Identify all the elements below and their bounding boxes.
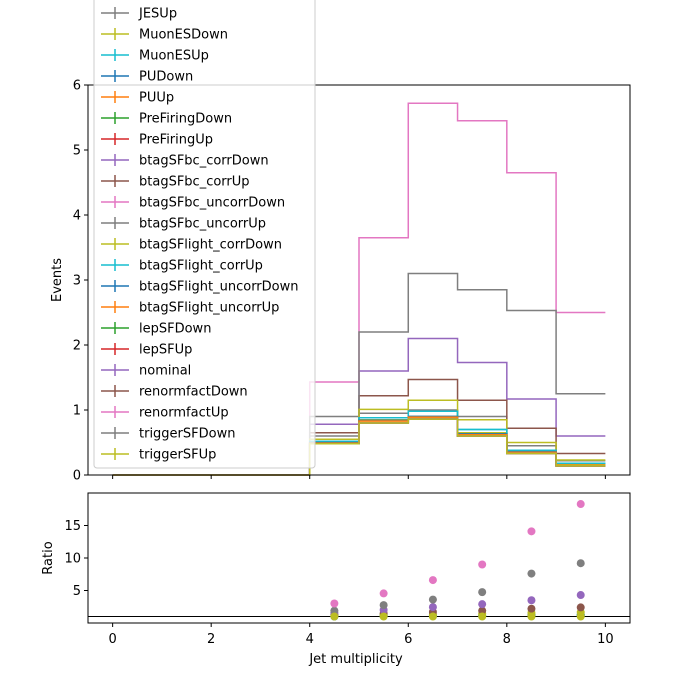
ratio-point bbox=[576, 591, 585, 600]
legend-label: btagSFlight_uncorrUp bbox=[139, 301, 279, 316]
legend-item: PreFiringUp bbox=[101, 133, 213, 148]
ratio-point bbox=[478, 588, 487, 597]
x-tick-label: 8 bbox=[503, 632, 511, 647]
legend-label: renormfactUp bbox=[139, 406, 229, 421]
legend-item: renormfactDown bbox=[101, 385, 248, 400]
legend-item: MuonESDown bbox=[101, 28, 228, 43]
legend-label: triggerSFUp bbox=[139, 448, 216, 463]
ratio-point bbox=[379, 612, 388, 621]
ratio-point bbox=[428, 612, 437, 621]
legend-item: triggerSFUp bbox=[101, 448, 216, 463]
legend-item: btagSFbc_corrDown bbox=[101, 154, 269, 169]
legend-items: JESUp MuonESDown MuonESUp PUDown PUUp PreFiri… bbox=[101, 7, 299, 463]
legend-label: btagSFbc_corrDown bbox=[139, 154, 269, 169]
main-y-tick-label: 1 bbox=[73, 404, 81, 419]
legend-label: renormfactDown bbox=[139, 385, 248, 400]
legend-label: JESUp bbox=[138, 7, 177, 22]
main-x-ticks bbox=[112, 475, 606, 479]
ratio-point bbox=[527, 569, 536, 578]
legend-item: nominal bbox=[101, 364, 191, 379]
legend-label: MuonESUp bbox=[139, 49, 209, 64]
legend-item: lepSFUp bbox=[101, 343, 192, 358]
main-y-tick-label: 2 bbox=[73, 339, 81, 354]
legend-label: nominal bbox=[139, 364, 191, 379]
ratio-point bbox=[478, 560, 487, 569]
x-tick-label: 0 bbox=[108, 632, 116, 647]
legend-item: MuonESUp bbox=[101, 49, 209, 64]
main-y-tick-label: 0 bbox=[73, 469, 81, 484]
ratio-point bbox=[330, 599, 339, 608]
ratio-point bbox=[576, 612, 585, 621]
ratio-y-tick-label: 5 bbox=[73, 584, 81, 599]
main-y-ticks: 0 1 2 3 4 5 6 bbox=[73, 79, 88, 484]
legend-label: PUUp bbox=[139, 91, 174, 106]
ratio-y-tick-label: 15 bbox=[64, 519, 81, 534]
ratio-point bbox=[330, 612, 339, 621]
legend-label: PUDown bbox=[139, 70, 193, 85]
legend-label: btagSFbc_uncorrUp bbox=[139, 217, 266, 232]
main-y-tick-label: 3 bbox=[73, 274, 81, 289]
ratio-point bbox=[576, 500, 585, 509]
ratio-point bbox=[330, 606, 339, 615]
ratio-point bbox=[478, 606, 487, 615]
ratio-point bbox=[428, 603, 437, 612]
legend-label: PreFiringDown bbox=[139, 112, 232, 127]
legend-item: PUDown bbox=[101, 70, 193, 85]
legend-item: JESUp bbox=[101, 7, 177, 22]
legend-item: triggerSFDown bbox=[101, 427, 235, 442]
legend-label: lepSFUp bbox=[139, 343, 192, 358]
legend-label: triggerSFDown bbox=[139, 427, 235, 442]
ratio-x-ticks: 0 2 4 6 8 10 bbox=[108, 623, 614, 647]
legend-item: btagSFbc_uncorrUp bbox=[101, 217, 266, 232]
legend-item: btagSFlight_uncorrDown bbox=[101, 280, 299, 295]
legend-label: PreFiringUp bbox=[139, 133, 213, 148]
ratio-point bbox=[478, 600, 487, 609]
legend-label: lepSFDown bbox=[139, 322, 211, 337]
ratio-panel: 5 10 15 0 2 4 6 8 10 Ratio Jet multiplicity bbox=[41, 492, 631, 667]
ratio-point bbox=[478, 612, 487, 621]
ratio-point bbox=[379, 589, 388, 598]
ratio-point bbox=[527, 604, 536, 613]
ratio-points bbox=[330, 500, 585, 621]
ratio-point bbox=[428, 576, 437, 585]
ratio-point bbox=[428, 595, 437, 604]
legend-item: btagSFlight_corrUp bbox=[101, 259, 263, 274]
legend-label: btagSFbc_corrUp bbox=[139, 175, 250, 190]
main-y-tick-label: 5 bbox=[73, 144, 81, 159]
legend-item: btagSFlight_uncorrUp bbox=[101, 301, 279, 316]
ratio-y-axis-label: Ratio bbox=[41, 541, 56, 574]
ratio-point bbox=[527, 612, 536, 621]
ratio-point bbox=[527, 527, 536, 536]
legend-frame bbox=[93, 0, 316, 469]
ratio-y-tick-label: 10 bbox=[64, 552, 81, 567]
legend-label: btagSFlight_corrUp bbox=[139, 259, 263, 274]
ratio-y-ticks: 5 10 15 bbox=[64, 519, 88, 599]
x-tick-label: 10 bbox=[597, 632, 614, 647]
legend-item: PUUp bbox=[101, 91, 174, 106]
legend-item: btagSFbc_uncorrDown bbox=[101, 196, 285, 211]
legend-label: btagSFbc_uncorrDown bbox=[139, 196, 285, 211]
x-tick-label: 6 bbox=[404, 632, 412, 647]
main-y-tick-label: 6 bbox=[73, 79, 81, 94]
legend-item: btagSFbc_corrUp bbox=[101, 175, 250, 190]
ratio-point bbox=[379, 601, 388, 610]
x-tick-label: 2 bbox=[207, 632, 215, 647]
legend-label: MuonESDown bbox=[139, 28, 228, 43]
ratio-point bbox=[527, 596, 536, 605]
legend-item: btagSFlight_corrDown bbox=[101, 238, 282, 253]
legend-item: renormfactUp bbox=[101, 406, 229, 421]
ratio-point bbox=[576, 603, 585, 612]
legend-label: btagSFlight_corrDown bbox=[139, 238, 282, 253]
ratio-point bbox=[576, 559, 585, 568]
main-y-tick-label: 4 bbox=[73, 209, 81, 224]
legend: JESUp MuonESDown MuonESUp PUDown PUUp PreFiri… bbox=[93, 0, 316, 469]
x-tick-label: 4 bbox=[306, 632, 314, 647]
main-y-axis-label: Events bbox=[50, 258, 65, 302]
legend-item: PreFiringDown bbox=[101, 112, 232, 127]
x-axis-label: Jet multiplicity bbox=[308, 652, 403, 667]
legend-label: btagSFlight_uncorrDown bbox=[139, 280, 299, 295]
legend-item: lepSFDown bbox=[101, 322, 211, 337]
